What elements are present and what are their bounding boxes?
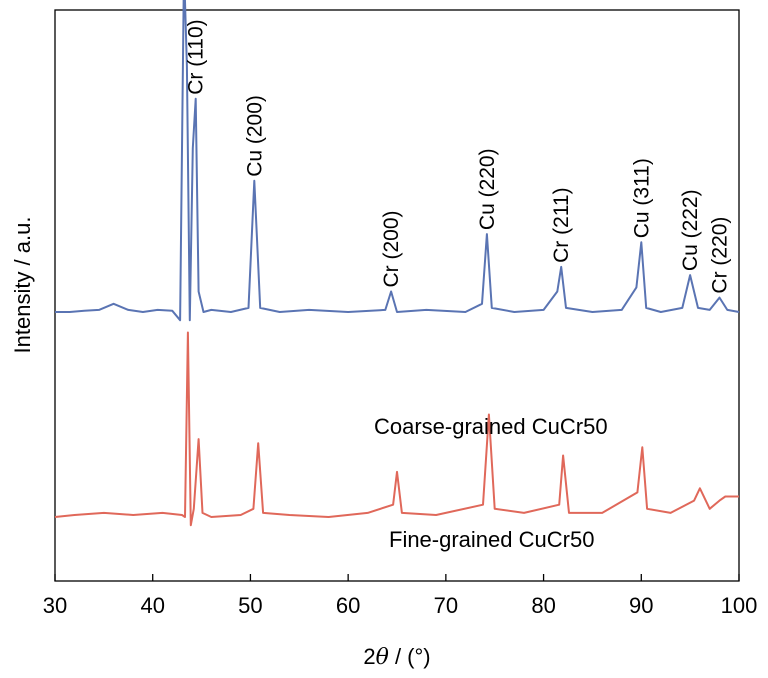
peak-label: Cu (220) — [476, 148, 499, 230]
x-axis-title: 2θ / (°) — [363, 644, 430, 670]
x-tick-label: 30 — [43, 593, 67, 618]
series-line-fine — [54, 331, 739, 527]
series-labels: Coarse-grained CuCr50 Fine-grained CuCr5… — [374, 414, 608, 552]
peak-label: Cr (220) — [709, 217, 732, 294]
peak-label: Cr (110) — [185, 19, 208, 94]
peak-labels: Cu (111)Cr (110)Cu (200)Cr (200)Cu (220)… — [185, 19, 732, 294]
peak-label: Cr (211) — [550, 187, 573, 262]
x-ticks: 30 40 50 60 70 80 90 100 — [43, 574, 758, 618]
series-label-coarse: Coarse-grained CuCr50 — [374, 414, 608, 439]
x-tick-label: 60 — [336, 593, 360, 618]
x-tick-label: 70 — [434, 593, 458, 618]
x-tick-label: 100 — [721, 593, 758, 618]
x-axis-title-suffix: / (°) — [389, 644, 431, 669]
x-axis-title-prefix: 2 — [363, 644, 375, 669]
peak-label: Cu (222) — [679, 189, 702, 271]
x-tick-label: 80 — [531, 593, 555, 618]
series-label-fine: Fine-grained CuCr50 — [389, 527, 594, 552]
series-layer — [54, 0, 740, 527]
x-tick-label: 40 — [140, 593, 164, 618]
peak-label: Cr (200) — [380, 210, 403, 287]
x-tick-label: 50 — [238, 593, 262, 618]
peak-label: Cu (311) — [630, 158, 653, 238]
plot-frame — [54, 9, 740, 582]
y-axis-title: Intensity / a.u. — [10, 217, 35, 354]
x-axis-title-symbol: θ — [376, 645, 389, 670]
x-tick-label: 90 — [629, 593, 653, 618]
peak-label: Cu (200) — [243, 95, 266, 177]
series-line-coarse — [55, 0, 740, 322]
